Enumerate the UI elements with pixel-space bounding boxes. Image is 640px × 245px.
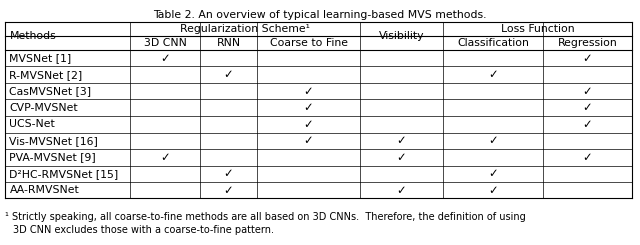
Text: ✓: ✓ bbox=[488, 167, 498, 180]
Text: ✓: ✓ bbox=[488, 134, 498, 147]
Text: 3D CNN: 3D CNN bbox=[143, 38, 186, 48]
Text: ✓: ✓ bbox=[304, 101, 314, 114]
Text: ✓: ✓ bbox=[488, 68, 498, 81]
Text: PVA-MVSNet [9]: PVA-MVSNet [9] bbox=[10, 152, 96, 162]
Text: ✓: ✓ bbox=[304, 118, 314, 131]
Text: ✓: ✓ bbox=[224, 184, 234, 197]
Text: R-MVSNet [2]: R-MVSNet [2] bbox=[10, 70, 83, 80]
Text: ✓: ✓ bbox=[582, 52, 592, 65]
Text: ✓: ✓ bbox=[582, 85, 592, 98]
Text: Vis-MVSNet [16]: Vis-MVSNet [16] bbox=[10, 136, 99, 146]
Text: ✓: ✓ bbox=[397, 134, 406, 147]
Text: ✓: ✓ bbox=[582, 101, 592, 114]
Text: Methods: Methods bbox=[10, 31, 57, 41]
Text: ✓: ✓ bbox=[582, 118, 592, 131]
Text: ✓: ✓ bbox=[224, 68, 234, 81]
Text: ✓: ✓ bbox=[304, 85, 314, 98]
Text: Visibility: Visibility bbox=[379, 31, 424, 41]
Text: CVP-MVSNet: CVP-MVSNet bbox=[10, 103, 78, 113]
Text: Classification: Classification bbox=[457, 38, 529, 48]
Text: Regularization Scheme¹: Regularization Scheme¹ bbox=[180, 24, 310, 34]
Text: AA-RMVSNet: AA-RMVSNet bbox=[10, 185, 79, 195]
Text: ✓: ✓ bbox=[304, 134, 314, 147]
Text: Regression: Regression bbox=[557, 38, 618, 48]
Text: MVSNet [1]: MVSNet [1] bbox=[10, 53, 72, 63]
Text: Loss Function: Loss Function bbox=[500, 24, 574, 34]
Text: CasMVSNet [3]: CasMVSNet [3] bbox=[10, 86, 92, 96]
Text: ✓: ✓ bbox=[160, 151, 170, 164]
Text: ✓: ✓ bbox=[397, 184, 406, 197]
Text: ✓: ✓ bbox=[160, 52, 170, 65]
Text: ✓: ✓ bbox=[582, 151, 592, 164]
Text: Table 2. An overview of typical learning-based MVS methods.: Table 2. An overview of typical learning… bbox=[153, 10, 487, 20]
Text: Coarse to Fine: Coarse to Fine bbox=[269, 38, 348, 48]
Text: ✓: ✓ bbox=[224, 167, 234, 180]
Text: ¹ Strictly speaking, all coarse-to-fine methods are all based on 3D CNNs.  There: ¹ Strictly speaking, all coarse-to-fine … bbox=[5, 212, 525, 222]
Text: RNN: RNN bbox=[216, 38, 241, 48]
Text: UCS-Net: UCS-Net bbox=[10, 119, 55, 129]
Text: ✓: ✓ bbox=[397, 151, 406, 164]
Text: D²HC-RMVSNet [15]: D²HC-RMVSNet [15] bbox=[10, 169, 119, 179]
Text: ✓: ✓ bbox=[488, 184, 498, 197]
Text: 3D CNN excludes those with a coarse-to-fine pattern.: 3D CNN excludes those with a coarse-to-f… bbox=[13, 225, 274, 235]
